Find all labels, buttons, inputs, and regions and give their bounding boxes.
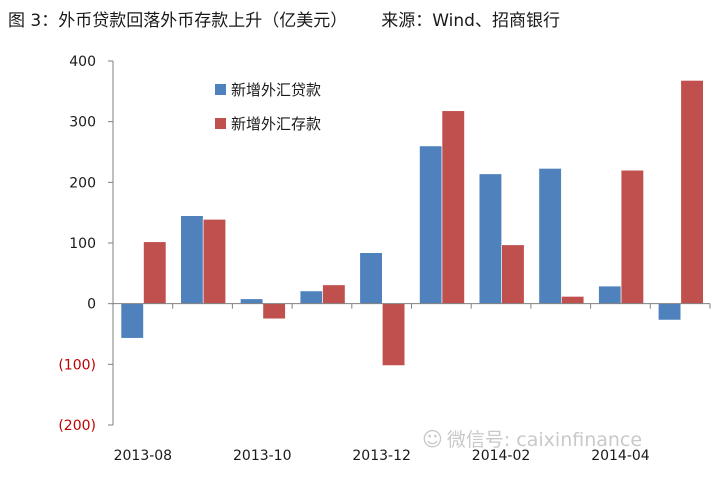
x-tick-label: 2013-10: [233, 448, 292, 464]
y-tick-label: 200: [69, 175, 96, 191]
y-tick-label: (200): [58, 418, 96, 434]
x-tick-label: 2014-02: [472, 448, 531, 464]
bar-deposits: [143, 241, 167, 304]
bar-loans: [359, 252, 383, 304]
bar-deposits: [620, 169, 644, 304]
y-tick-label: (100): [58, 357, 96, 373]
bar-loans: [657, 303, 682, 321]
x-tick-label: 2013-08: [114, 448, 173, 464]
legend-label-loans: 新增外汇贷款: [231, 81, 321, 99]
bar-loans: [598, 285, 622, 304]
bar-deposits: [262, 303, 286, 320]
legend-label-deposits: 新增外汇存款: [231, 115, 321, 133]
watermark: ☺ 微信号: caixinfinance: [422, 425, 642, 452]
bar-loans: [180, 215, 204, 304]
x-tick-label: 2014-04: [591, 448, 650, 464]
bar-deposits: [501, 244, 525, 304]
y-tick-label: 0: [87, 297, 96, 313]
wechat-icon: ☺: [422, 427, 443, 451]
bar-deposits: [322, 284, 346, 304]
bar-deposits: [202, 219, 226, 304]
bar-loans: [419, 145, 443, 304]
x-tick-label: 2013-12: [352, 448, 411, 464]
chart-title: 图 3：外币贷款回落外币存款上升（亿美元）: [8, 11, 348, 31]
legend-swatch-loans: [215, 84, 226, 95]
y-tick-label: 400: [69, 54, 96, 70]
bar-loans: [538, 168, 562, 304]
watermark-text: 微信号: caixinfinance: [446, 429, 643, 451]
chart-source: 来源：Wind、招商银行: [381, 11, 560, 31]
bar-loans: [120, 303, 144, 339]
bar-deposits: [561, 296, 585, 304]
bar-loans: [299, 290, 323, 304]
chart-title-line: 图 3：外币贷款回落外币存款上升（亿美元） 来源：Wind、招商银行: [8, 6, 708, 31]
y-tick-label: 300: [69, 115, 96, 131]
y-tick-label: 100: [69, 236, 96, 252]
bar-loans: [240, 298, 264, 304]
bar-deposits: [680, 80, 704, 304]
bar-loans: [478, 173, 503, 304]
bar-deposits: [441, 110, 465, 304]
bar-deposits: [381, 303, 406, 366]
legend-swatch-deposits: [215, 118, 226, 129]
